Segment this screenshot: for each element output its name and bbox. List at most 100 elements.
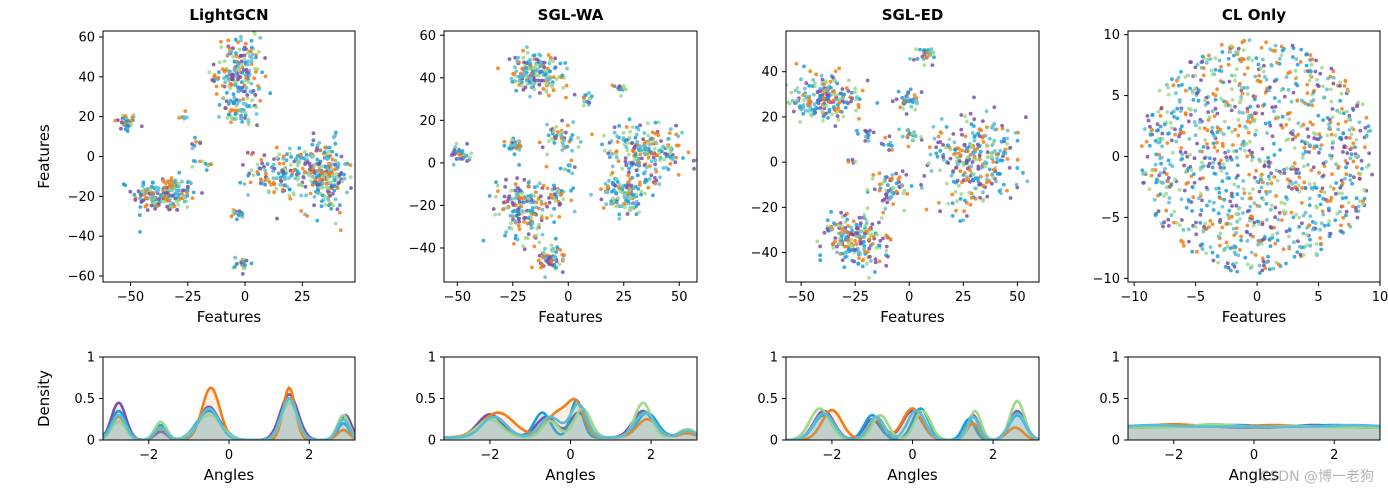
scatter-point [1321,84,1325,89]
scatter-point [1267,237,1272,242]
scatter-point [1282,94,1287,99]
scatter-point [1318,227,1322,232]
scatter-point [1015,185,1020,190]
scatter-point [1237,110,1242,115]
scatter-point [324,185,329,190]
scatter-point [303,170,307,174]
scatter-point [519,75,524,79]
scatter-point [1154,152,1159,157]
scatter-point [1327,206,1331,211]
scatter-point [568,137,573,142]
scatter-point [294,156,298,161]
scatter-point [1194,220,1198,225]
x-tick-label: 0 [905,290,913,305]
scatter-point [1257,189,1262,194]
scatter-point [1206,164,1211,169]
scatter-point [1213,67,1218,72]
scatter-point [553,254,557,259]
scatter-point [1328,184,1333,189]
scatter-point [881,236,885,241]
scatter-point [1165,172,1169,177]
scatter-point [271,180,276,185]
scatter-point [795,86,800,90]
scatter-point [1003,147,1008,152]
scatter-point [1174,139,1179,144]
scatter-point [1315,83,1320,87]
scatter-point [962,142,967,147]
scatter-point [225,116,230,120]
scatter-point [165,204,170,209]
scatter-point [1166,85,1170,90]
scatter-point [840,224,845,229]
scatter-point [326,176,330,181]
scatter-point [547,200,552,205]
scatter-point [241,97,246,102]
scatter-point [1216,126,1220,131]
watermark: CSDN @博一老狗 [1259,469,1374,485]
scatter-point [1247,38,1252,43]
scatter-point [822,230,827,235]
scatter-point [1336,127,1341,132]
scatter-point [243,263,247,267]
scatter-point [826,93,831,98]
scatter-point [890,99,895,104]
scatter-point [904,172,909,177]
scatter-point [1263,121,1268,126]
scatter-point [909,184,914,188]
scatter-point [504,230,508,235]
scatter-point [530,265,534,270]
scatter-point [928,152,933,157]
scatter-point [680,130,684,135]
scatter-point [1145,154,1150,159]
scatter-point [811,92,816,97]
scatter-point [1158,124,1163,129]
scatter-point [946,161,950,166]
scatter-point [991,167,996,172]
scatter-point [1182,188,1187,193]
scatter-point [862,213,867,217]
scatter-point [503,233,507,238]
scatter-point [167,207,172,212]
scatter-point [255,123,259,128]
scatter-point [1305,141,1310,145]
scatter-point [258,177,263,182]
scatter-point [233,37,238,42]
scatter-point [1281,247,1286,252]
scatter-point [1203,102,1208,107]
scatter-point [587,100,592,105]
scatter-point [1169,138,1174,143]
scatter-point [329,184,334,189]
scatter-point [563,61,568,65]
scatter-point [1236,50,1240,54]
density-fill-purple [1128,425,1380,440]
scatter-point [646,133,651,138]
scatter-point [1317,150,1321,155]
scatter-point [1226,213,1230,217]
scatter-point [609,199,614,204]
scatter-point [1218,217,1223,222]
scatter-point [1307,78,1312,83]
scatter-point [1218,196,1223,201]
scatter-point [610,189,614,194]
scatter-point [1181,228,1186,232]
scatter-point [1355,165,1359,170]
scatter-point [226,38,231,43]
scatter-point [975,176,980,181]
scatter-point [317,167,322,172]
scatter-point [1245,92,1250,96]
scatter-point [1164,208,1169,213]
scatter-point [700,125,704,129]
scatter-point [972,117,977,122]
scatter-point [514,88,519,93]
scatter-point [312,203,316,208]
scatter-point [1284,195,1288,200]
scatter-point [1191,90,1195,95]
scatter-point [919,135,923,139]
scatter-point [327,203,331,208]
scatter-point [1223,103,1228,108]
scatter-point [304,193,308,198]
scatter-point [1239,59,1243,64]
scatter-point [623,159,628,164]
x-tick-label: 50 [1009,290,1026,305]
scatter-point [315,146,320,151]
